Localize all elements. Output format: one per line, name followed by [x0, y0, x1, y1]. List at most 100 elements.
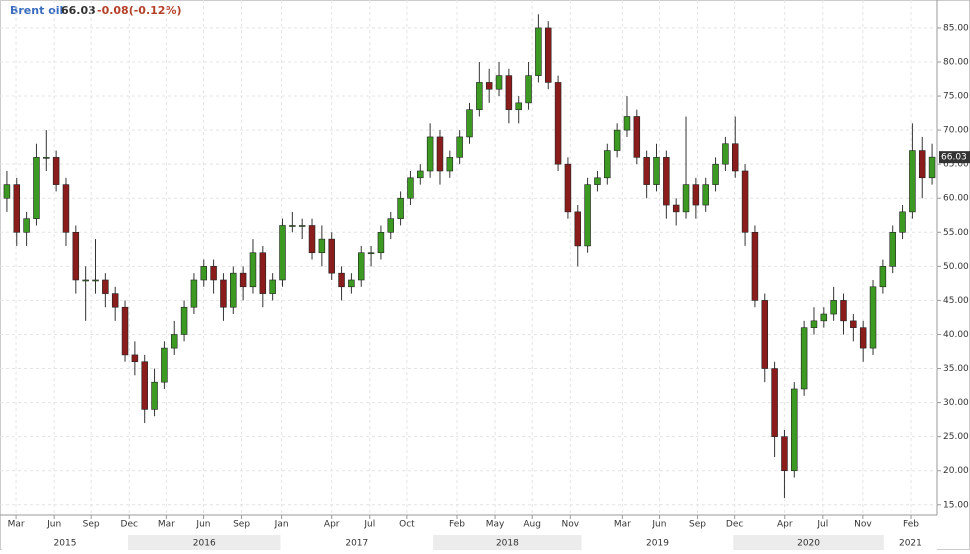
x-tick-label: Jun [195, 520, 210, 530]
candle-body [584, 184, 591, 247]
candle-body [476, 82, 483, 110]
candle-body [426, 136, 434, 172]
year-band [883, 535, 937, 550]
candle-body [417, 170, 424, 179]
candle-body [328, 238, 335, 274]
candle-body [121, 306, 129, 356]
candle-body [131, 354, 139, 363]
year-band [280, 535, 434, 550]
candle-body [13, 184, 21, 233]
candle-body [643, 157, 650, 185]
x-tick-label: Jun [651, 520, 666, 530]
y-tick-label: 55.00 [943, 228, 969, 238]
year-label: 2016 [193, 539, 216, 549]
candle-body [397, 197, 404, 219]
candle-body [653, 157, 660, 185]
x-tick-label: Feb [903, 520, 919, 530]
y-tick-label: 70.00 [943, 126, 969, 136]
year-label: 2020 [797, 539, 820, 549]
x-tick-label: Oct [399, 520, 415, 530]
candle-body [623, 116, 631, 131]
candle-body [377, 231, 385, 254]
candle-body [702, 184, 709, 206]
candle-body [879, 266, 887, 288]
year-band [733, 535, 884, 550]
candle-body [151, 381, 158, 410]
year-label: 2021 [899, 539, 922, 549]
candle-body [781, 436, 788, 472]
y-tick-label: 15.00 [943, 500, 969, 510]
y-tick-label: 85.00 [943, 23, 969, 33]
x-tick-label: Aug [523, 520, 541, 530]
candle-body [633, 116, 641, 158]
year-label: 2015 [54, 539, 77, 549]
candle-body [604, 150, 611, 179]
x-tick-label: Dec [121, 520, 138, 530]
x-tick-label: Jul [816, 520, 828, 530]
y-tick-label: 35.00 [943, 364, 969, 374]
candle-body [249, 252, 257, 288]
x-tick-label: Jan [274, 520, 289, 530]
candle-body [220, 279, 227, 308]
x-tick-label: Nov [854, 520, 872, 530]
candle-body [869, 286, 877, 349]
price-tag-label: 66.03 [941, 153, 967, 163]
candle-body [554, 82, 562, 165]
candle-body [210, 266, 217, 281]
candle-body [387, 218, 395, 233]
x-tick-label: Dec [726, 520, 743, 530]
x-tick-label: Jul [363, 520, 375, 530]
candle-body [466, 109, 473, 138]
candle-body [102, 279, 109, 294]
candle-body [279, 225, 286, 281]
y-tick-label: 25.00 [943, 432, 969, 442]
candle-body [367, 252, 375, 255]
candle-body [820, 313, 828, 322]
candle-body [574, 211, 582, 247]
x-tick-label: Mar [614, 520, 631, 530]
y-tick-label: 20.00 [943, 466, 969, 476]
candle-body [3, 184, 11, 199]
candle-body [672, 204, 680, 213]
x-tick-label: Sep [83, 520, 100, 530]
y-tick-label: 30.00 [943, 398, 969, 408]
x-tick-label: Mar [8, 520, 25, 530]
candle-body [663, 157, 670, 206]
candle-body [161, 347, 168, 383]
candle-body [82, 279, 89, 282]
candle-body [23, 218, 30, 233]
candle-body [495, 75, 503, 90]
x-tick-label: Feb [449, 520, 465, 530]
candle-body [180, 306, 188, 335]
y-tick-label: 60.00 [943, 194, 969, 204]
candle-body [52, 157, 60, 185]
candle-body [505, 75, 513, 110]
candle-body [918, 150, 926, 179]
candle-body [899, 211, 906, 233]
last-price: 66.03 [61, 4, 96, 17]
y-tick-label: 65.00 [943, 160, 969, 170]
chart-title: Brent oil [10, 4, 63, 17]
candle-body [141, 361, 148, 410]
year-label: 2018 [496, 539, 519, 549]
candle-body [298, 225, 306, 227]
candle-body [564, 163, 572, 213]
candle-body [830, 300, 837, 315]
candle-body [800, 327, 808, 390]
x-tick-label: Jun [46, 520, 61, 530]
x-tick-label: Apr [777, 520, 793, 530]
candle-body [771, 368, 778, 437]
candle-body [446, 157, 454, 172]
candle-body [751, 231, 759, 301]
candle-body [62, 184, 70, 233]
candle-body [33, 157, 40, 219]
year-label: 2017 [345, 539, 368, 549]
candle-body [761, 300, 769, 369]
y-tick-label: 45.00 [943, 296, 969, 306]
candle-body [269, 279, 276, 294]
y-tick-label: 40.00 [943, 330, 969, 340]
year-band [127, 535, 281, 550]
candle-body [170, 334, 178, 349]
y-tick-label: 50.00 [943, 262, 969, 272]
